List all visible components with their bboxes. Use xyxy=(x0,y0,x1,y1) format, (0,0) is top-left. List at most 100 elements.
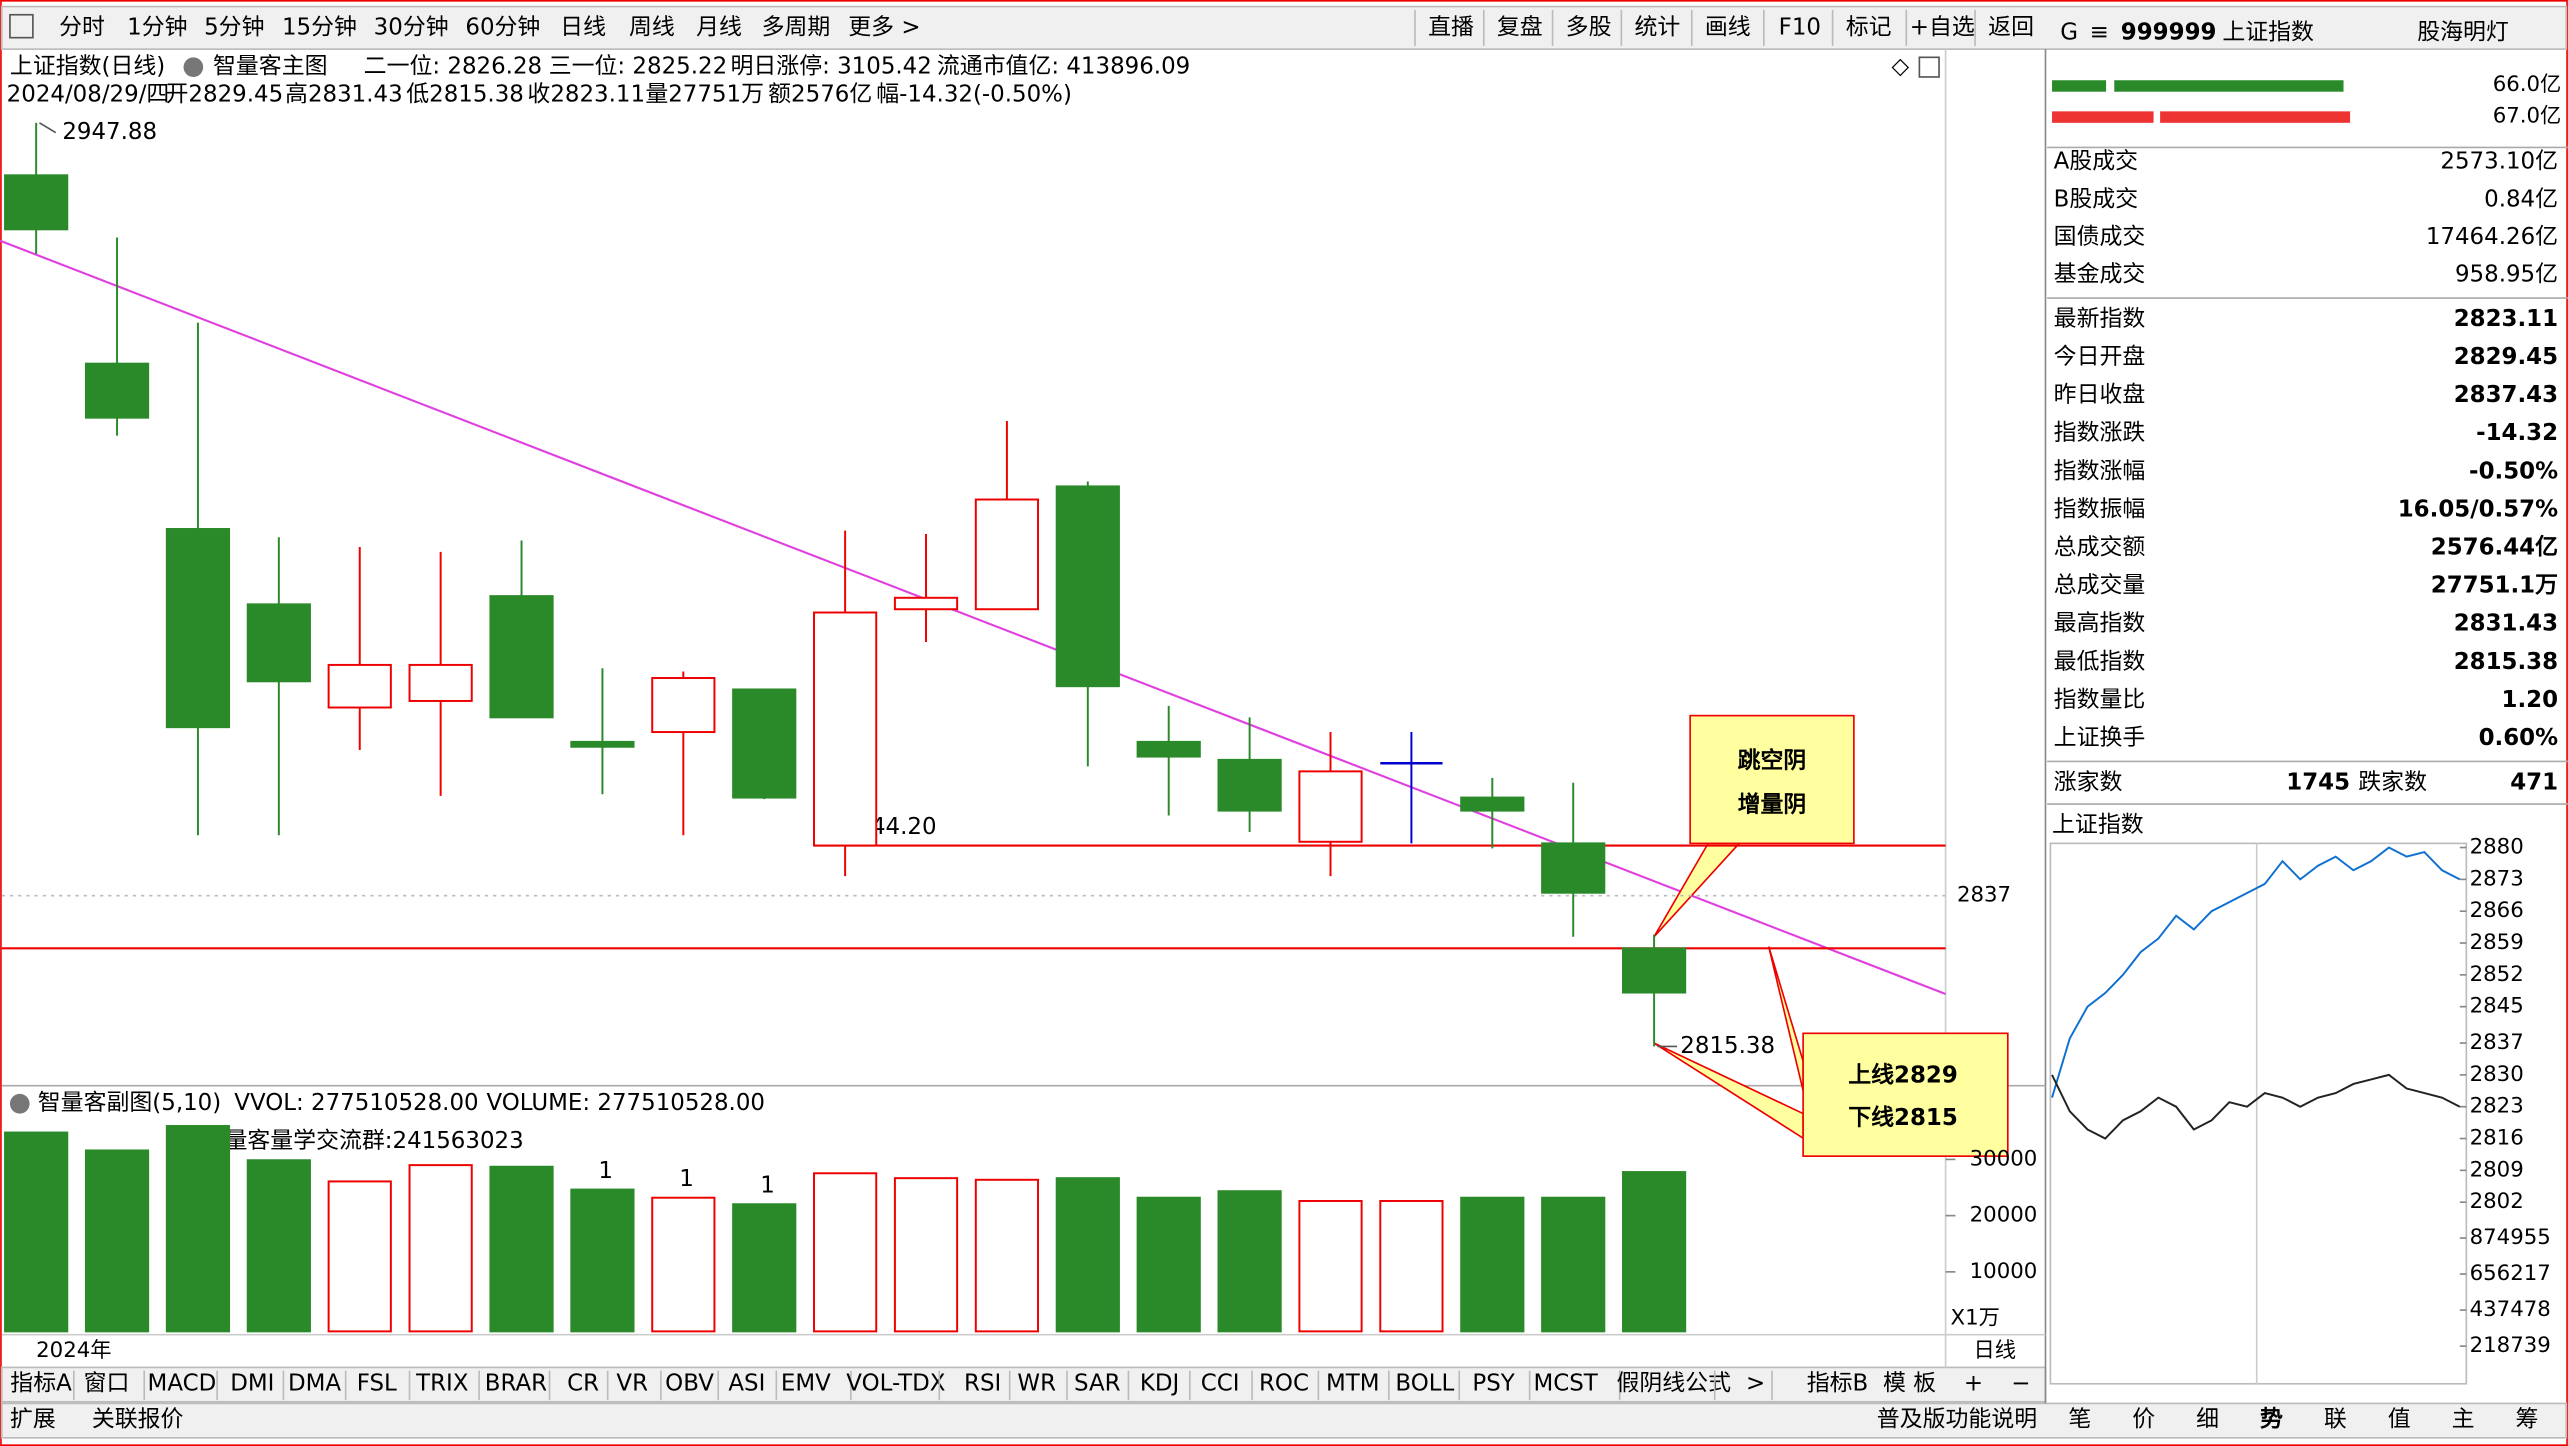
y-tick-label: 2866 xyxy=(2470,898,2524,923)
tab[interactable]: 1分钟 xyxy=(127,14,187,40)
row-label: 国债成交 xyxy=(2054,224,2146,250)
indicator-tab[interactable]: CCI xyxy=(1201,1370,1240,1396)
candle-body xyxy=(1298,770,1363,843)
volume-bar xyxy=(651,1196,716,1333)
info: 幅-14.32(-0.50%) xyxy=(876,81,1072,107)
side-tab[interactable]: 联 xyxy=(2324,1406,2347,1432)
indicator-tab[interactable]: DMA xyxy=(288,1370,341,1396)
indicator-tab[interactable]: SAR xyxy=(1074,1370,1121,1396)
tab[interactable]: 5分钟 xyxy=(204,14,264,40)
indicator-tab[interactable]: BRAR xyxy=(485,1370,547,1396)
side-tab[interactable]: 值 xyxy=(2388,1406,2411,1432)
status-button[interactable]: 关联报价 xyxy=(92,1406,184,1432)
bar xyxy=(2160,111,2351,123)
volume-bar xyxy=(1622,1171,1687,1333)
tab[interactable]: 月线 xyxy=(696,14,742,40)
y-tick-label: 874955 xyxy=(2470,1225,2551,1250)
name: 上证指数 xyxy=(2222,19,2314,45)
indicator-tab[interactable]: 模 板 xyxy=(1883,1370,1936,1396)
indicator-tab[interactable]: FSL xyxy=(357,1370,397,1396)
button[interactable]: + xyxy=(1964,1370,1983,1396)
indicator-tab[interactable]: KDJ xyxy=(1140,1370,1179,1396)
volume-bar xyxy=(408,1164,473,1333)
indicator-tab[interactable]: 指标B xyxy=(1807,1370,1869,1396)
indicator-tab[interactable]: EMV xyxy=(781,1370,831,1396)
tab[interactable]: 多周期 xyxy=(762,14,831,40)
y-tick-label: 2880 xyxy=(2470,835,2524,860)
indicator-tab[interactable]: OBV xyxy=(665,1370,714,1396)
pointer xyxy=(39,122,57,134)
side-tab[interactable]: 势 xyxy=(2260,1406,2283,1432)
icon xyxy=(183,57,204,77)
indicator-tab[interactable]: MACD xyxy=(148,1370,217,1396)
indicator-tab[interactable]: CR xyxy=(567,1370,599,1396)
indicator-tab[interactable]: RSI xyxy=(964,1370,1001,1396)
indicator-tab[interactable]: DMI xyxy=(230,1370,274,1396)
tool-button[interactable]: 标记 xyxy=(1846,14,1892,40)
side-tab[interactable]: 细 xyxy=(2196,1406,2219,1432)
volume-bar xyxy=(246,1159,311,1333)
indicator-tab[interactable]: WR xyxy=(1017,1370,1056,1396)
volume-bar xyxy=(1298,1199,1363,1333)
tool-button[interactable]: 统计 xyxy=(1634,14,1680,40)
indicator-tab[interactable]: ROC xyxy=(1259,1370,1309,1396)
icon xyxy=(1918,56,1940,78)
indicator-tab[interactable]: VR xyxy=(616,1370,648,1396)
row-label: 基金成交 xyxy=(2054,262,2146,288)
indicator-tab[interactable]: BOLL xyxy=(1395,1370,1454,1396)
indicator-tab[interactable]: MCST xyxy=(1534,1370,1599,1396)
side-tab[interactable]: 笔 xyxy=(2068,1406,2091,1432)
y-tick-label: 2809 xyxy=(2470,1157,2524,1182)
side-tab[interactable]: 筹 xyxy=(2515,1406,2538,1432)
menu-icon[interactable] xyxy=(9,13,34,39)
row-value: 2829.45 xyxy=(2454,344,2558,370)
tab[interactable]: 分时 xyxy=(59,14,105,40)
indicator-tab[interactable]: 假阴线公式 xyxy=(1616,1370,1731,1396)
volume-bar xyxy=(893,1177,959,1333)
tab[interactable]: 15分钟 xyxy=(282,14,357,40)
volume-bar xyxy=(165,1125,231,1333)
tool-button[interactable]: +自选 xyxy=(1910,14,1975,40)
tab[interactable]: 60分钟 xyxy=(465,14,540,40)
tool-button[interactable]: 返回 xyxy=(1988,14,2034,40)
tab[interactable]: 更多 > xyxy=(848,14,920,40)
high-label: 2947.88 xyxy=(62,119,157,145)
y-tick-label: 2830 xyxy=(2470,1062,2524,1087)
brand: 股海明灯 xyxy=(2417,19,2509,45)
info: 收2823.11 xyxy=(527,81,645,107)
row-value: 2837.43 xyxy=(2454,382,2558,408)
indicator-tab[interactable]: 指标A xyxy=(10,1370,72,1396)
tool-button[interactable]: 复盘 xyxy=(1497,14,1543,40)
side-tab[interactable]: 主 xyxy=(2452,1406,2475,1432)
indicator-tab[interactable]: VOL-TDX xyxy=(846,1370,945,1396)
year: 2024年 xyxy=(36,1338,111,1363)
callout xyxy=(1689,714,1855,845)
tool-button[interactable]: 画线 xyxy=(1705,14,1751,40)
indicator-tab[interactable]: ASI xyxy=(728,1370,765,1396)
indicator-tab[interactable]: TRIX xyxy=(415,1370,468,1396)
candle-body xyxy=(1217,758,1282,812)
indicator-tab[interactable]: 窗口 xyxy=(84,1370,130,1396)
status-button[interactable]: 扩展 xyxy=(10,1406,56,1432)
status-button[interactable]: 普及版功能说明 xyxy=(1877,1406,2037,1432)
indicator-tab[interactable]: PSY xyxy=(1472,1370,1515,1396)
indicator-tab[interactable]: > xyxy=(1746,1370,1765,1396)
volume-bar xyxy=(1055,1177,1120,1333)
status-bar xyxy=(0,1402,2568,1439)
tool-button[interactable]: F10 xyxy=(1779,14,1821,40)
side-tab[interactable]: 价 xyxy=(2132,1406,2155,1432)
candle-body xyxy=(732,688,797,799)
button[interactable]: − xyxy=(2011,1370,2030,1396)
candle-body xyxy=(327,663,392,709)
tool-button[interactable]: 直播 xyxy=(1428,14,1474,40)
tab[interactable]: 30分钟 xyxy=(374,14,449,40)
tool-button[interactable]: 多股 xyxy=(1566,14,1612,40)
y-tick-label: 2837 xyxy=(2470,1030,2524,1055)
tab[interactable]: 周线 xyxy=(629,14,675,40)
tab[interactable]: 日线 xyxy=(560,14,606,40)
callout xyxy=(1802,1032,2009,1157)
indicator-tab[interactable]: MTM xyxy=(1326,1370,1380,1396)
row-label: B股成交 xyxy=(2054,186,2138,212)
